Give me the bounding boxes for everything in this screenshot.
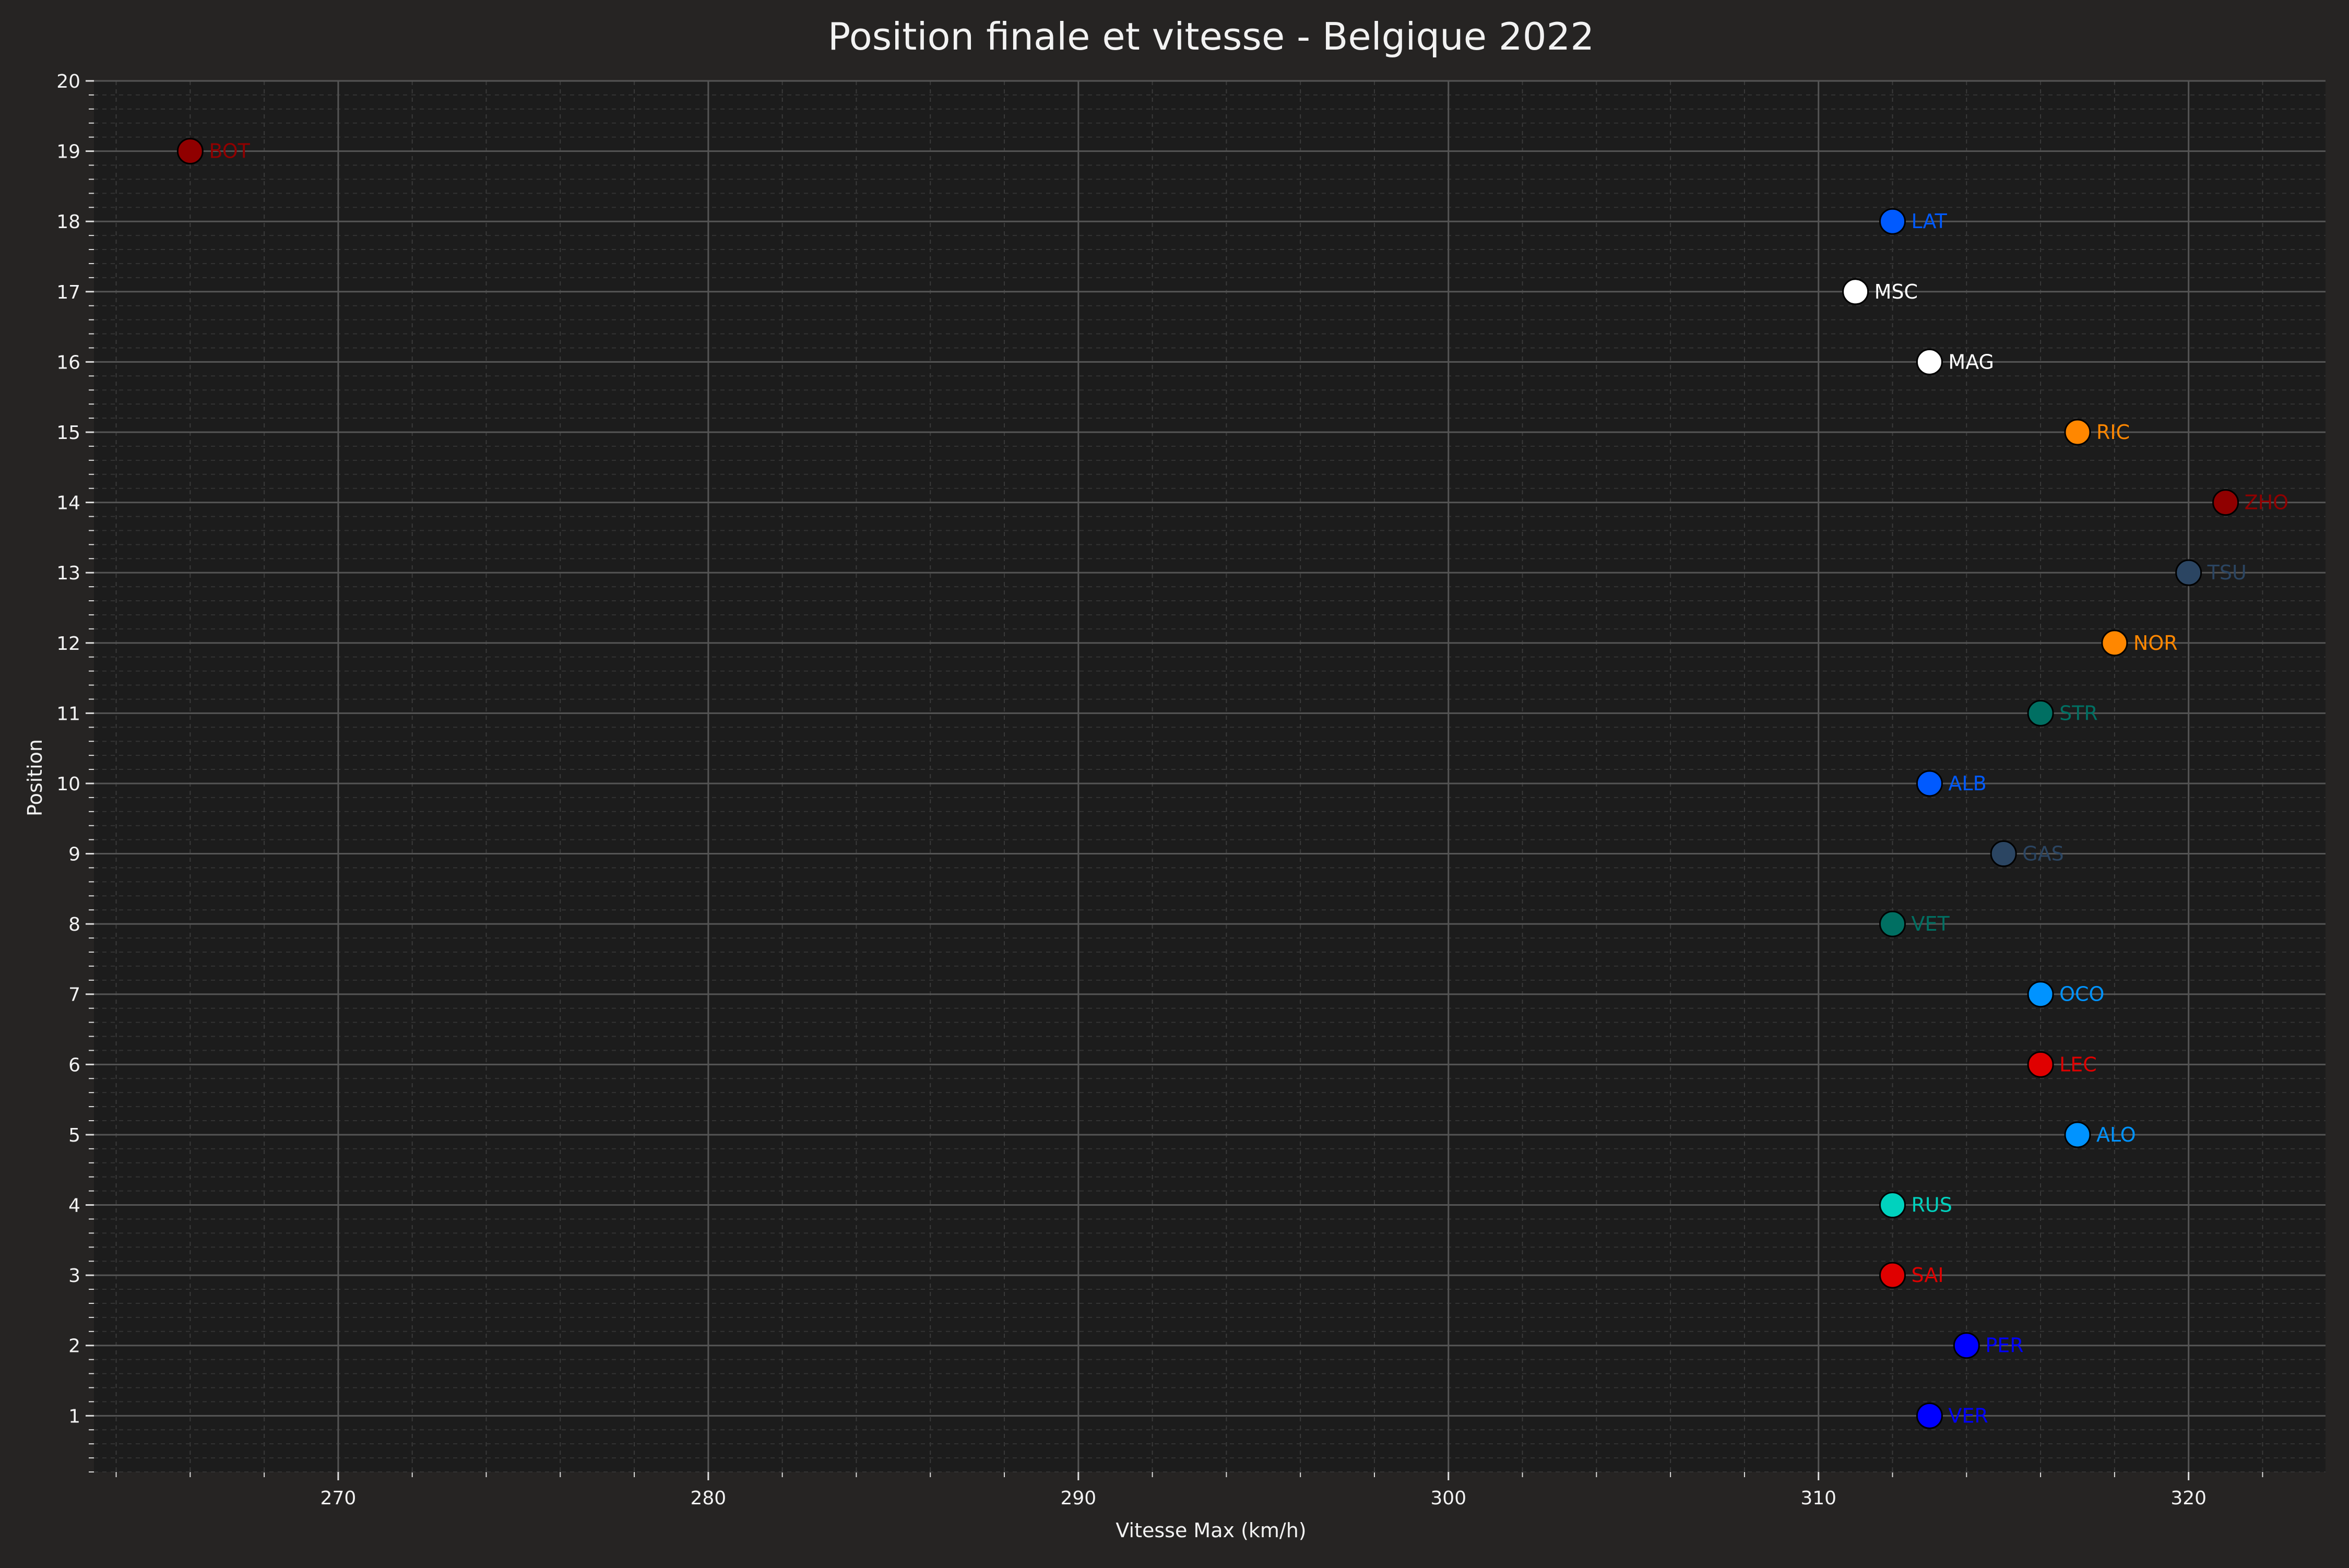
data-point-msc (1842, 278, 1869, 305)
data-point-lat (1879, 208, 1906, 235)
point-label-zho: ZHO (2245, 491, 2289, 514)
y-tick-label: 19 (56, 141, 80, 163)
point-label-alo: ALO (2096, 1123, 2136, 1146)
x-tick-label: 270 (321, 1488, 357, 1509)
data-point-per (1953, 1332, 1980, 1359)
data-points: VER PER SAI RUS ALO LEC OCO VET GAS ALB STR NOR TSU Z… (176, 138, 2289, 1429)
y-tick-label: 7 (68, 984, 80, 1006)
point-label-bot: BOT (209, 140, 250, 163)
point-label-sai: SAI (1912, 1264, 1944, 1287)
y-tick-label: 5 (68, 1125, 80, 1146)
y-tick-label: 8 (68, 914, 80, 935)
data-point-bot (176, 138, 204, 165)
x-axis-ticks: 270 280 290 300 310 320 (321, 1472, 2206, 1509)
y-tick-label: 20 (56, 71, 80, 92)
point-label-vet: VET (1912, 912, 1950, 935)
point-label-lat: LAT (1912, 210, 1948, 233)
data-point-sai (1879, 1262, 1906, 1289)
x-tick-label: 290 (1060, 1488, 1096, 1509)
plot-area (94, 81, 2326, 1472)
y-tick-label: 9 (68, 844, 80, 865)
data-point-gas (1990, 840, 2017, 868)
data-point-ver (1916, 1402, 1943, 1429)
y-tick-label: 12 (56, 633, 80, 655)
y-tick-label: 6 (68, 1054, 80, 1076)
point-label-str: STR (2059, 702, 2098, 724)
data-point-alb (1916, 770, 1943, 797)
point-label-ric: RIC (2096, 421, 2130, 444)
chart-title: Position finale et vitesse - Belgique 20… (828, 15, 1594, 58)
y-axis-label: Position (23, 739, 46, 816)
data-point-str (2027, 699, 2054, 727)
y-tick-label: 15 (56, 422, 80, 444)
data-point-lec (2027, 1051, 2054, 1078)
y-tick-label: 16 (56, 352, 80, 373)
data-point-nor (2101, 629, 2128, 657)
data-point-rus (1879, 1192, 1906, 1219)
x-tick-label: 320 (2170, 1488, 2206, 1509)
x-tick-label: 280 (691, 1488, 727, 1509)
x-axis-label: Vitesse Max (km/h) (1116, 1519, 1306, 1542)
data-point-oco (2027, 981, 2054, 1008)
y-tick-label: 3 (68, 1265, 80, 1287)
point-label-msc: MSC (1875, 280, 1918, 303)
minor-grid (89, 81, 2326, 1477)
data-point-ric (2064, 419, 2091, 446)
point-label-oco: OCO (2059, 983, 2104, 1006)
point-label-mag: MAG (1948, 350, 1994, 373)
data-point-tsu (2175, 559, 2202, 586)
data-point-zho (2212, 489, 2239, 516)
y-tick-label: 17 (56, 282, 80, 303)
y-tick-label: 1 (68, 1406, 80, 1427)
y-tick-label: 14 (56, 493, 80, 514)
x-tick-label: 310 (1800, 1488, 1836, 1509)
point-label-gas: GAS (2022, 842, 2064, 865)
point-label-nor: NOR (2133, 632, 2178, 655)
point-label-rus: RUS (1912, 1194, 1952, 1217)
y-tick-label: 11 (56, 703, 80, 724)
data-point-alo (2064, 1121, 2091, 1148)
data-point-mag (1916, 348, 1943, 375)
point-label-per: PER (1985, 1334, 2023, 1357)
x-tick-label: 300 (1430, 1488, 1466, 1509)
y-tick-label: 18 (56, 211, 80, 233)
point-label-tsu: TSU (2207, 561, 2247, 584)
point-label-alb: ALB (1948, 772, 1986, 795)
point-label-lec: LEC (2059, 1053, 2097, 1076)
data-point-vet (1879, 910, 1906, 937)
y-tick-label: 4 (68, 1195, 80, 1217)
point-label-ver: VER (1948, 1404, 1988, 1427)
y-tick-label: 2 (68, 1336, 80, 1357)
y-tick-label: 10 (56, 774, 80, 795)
y-tick-label: 13 (56, 563, 80, 584)
major-grid (94, 80, 2326, 1472)
